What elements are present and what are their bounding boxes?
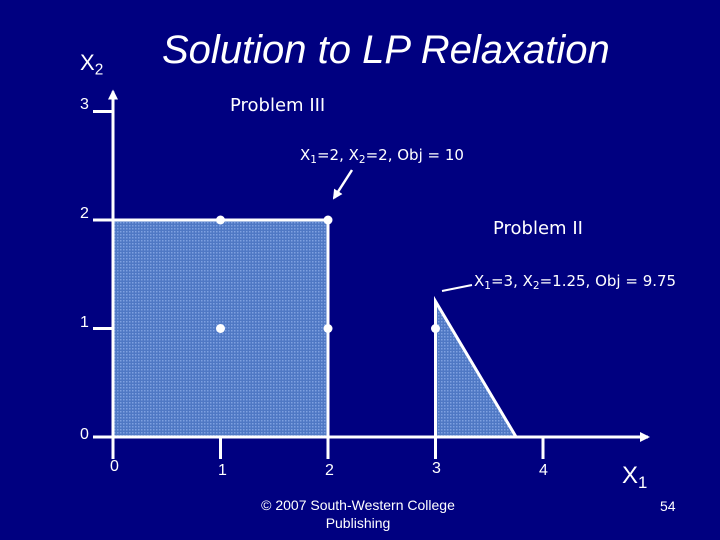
integer-point-1 [216, 215, 225, 225]
problem-ii-callout-line [441, 284, 473, 292]
integer-point-3 [216, 324, 225, 333]
problem-ii-solution-annotation: X1=3, X2=1.25, Obj = 9.75 [474, 272, 677, 293]
x-tick-label-3: 3 [432, 460, 441, 477]
problem-iii-solution-annotation: X1=2, X2=2, Obj = 10 [300, 146, 464, 167]
y-tick-label-2: 2 [80, 205, 89, 222]
y-tick-label-1: 1 [80, 314, 89, 331]
x-axis-name: X1 [622, 462, 648, 493]
x-tick-label-1: 1 [218, 462, 227, 479]
problem-ii-region [434, 295, 519, 439]
x-tick-label-2: 2 [325, 462, 334, 479]
x-tick-label-0: 0 [110, 458, 119, 475]
x-tick-label-4: 4 [539, 462, 548, 479]
page-number: 54 [660, 498, 676, 514]
y-tick-label-3: 3 [80, 96, 89, 113]
problem-iii-label: Problem III [230, 95, 326, 116]
slide-title: Solution to LP Relaxation [162, 28, 610, 72]
y-tick-label-0: 0 [80, 426, 89, 443]
y-axis-name: X2 [80, 50, 104, 79]
problem-ii-label: Problem II [493, 218, 583, 239]
copyright-footer: © 2007 South-Western College Publishing [261, 497, 455, 531]
problem-iii-callout-arrow [332, 169, 354, 200]
integer-point-4 [323, 324, 333, 333]
integer-point-2 [323, 215, 333, 225]
integer-point-5 [431, 324, 440, 333]
